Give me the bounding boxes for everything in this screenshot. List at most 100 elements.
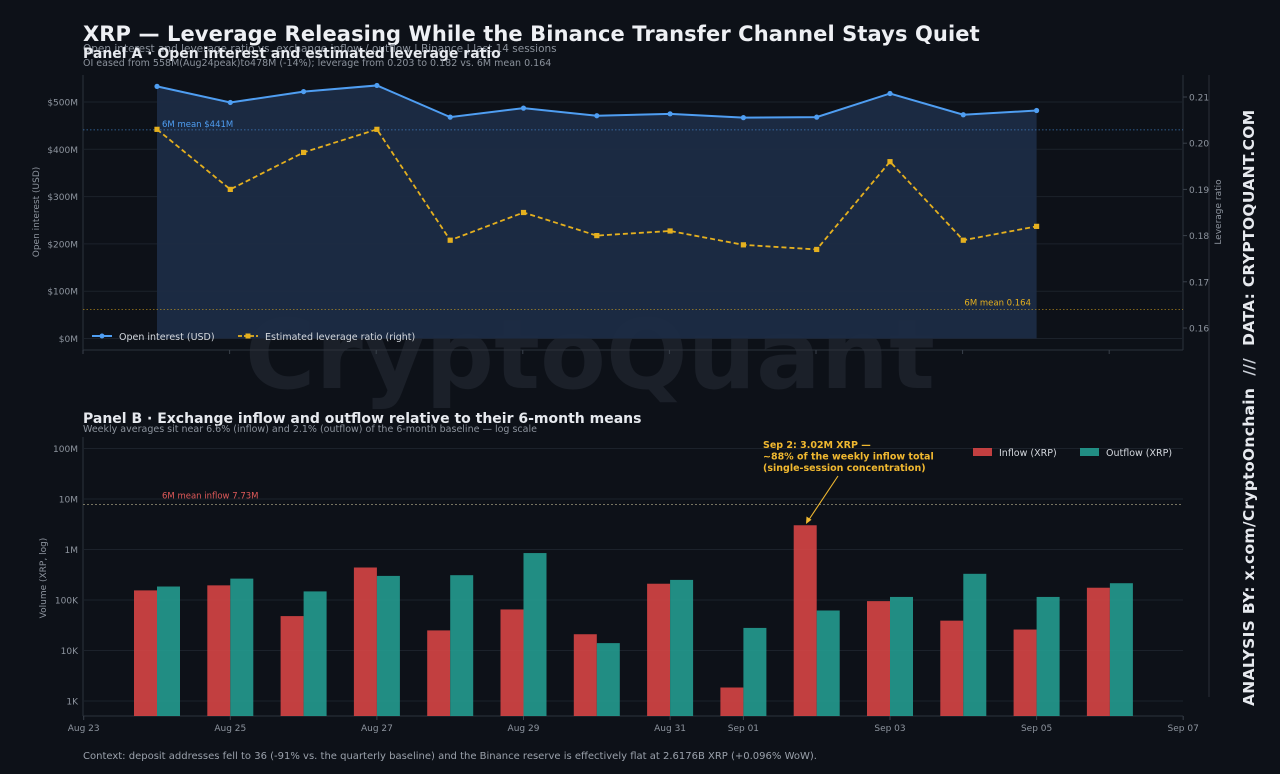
legend-outflow-label: Outflow (XRP): [1106, 448, 1172, 459]
outflow-bar: [670, 579, 694, 716]
annotation-arrow-line: [807, 475, 839, 522]
panel-b-x-tick-label: Aug 31: [654, 724, 686, 734]
inflow-bar: [720, 687, 744, 716]
panel-a-y2-tick-label: 0.19: [1189, 186, 1209, 196]
outflow-bar: [523, 553, 547, 716]
outflow-bar: [230, 578, 254, 716]
panel-a-y-tick-label: $0M: [59, 335, 78, 345]
annotation-text-line: Sep 2: 3.02M XRP —: [763, 440, 871, 451]
panel-a-y2-tick-label: 0.16: [1189, 325, 1209, 335]
oi-point: [1034, 107, 1040, 114]
panel-b-x-tick-label: Sep 05: [1021, 724, 1052, 734]
outflow-bar: [450, 575, 474, 716]
panel-b-y-tick-label: 10M: [59, 496, 78, 506]
oi-point: [374, 82, 380, 89]
inflow-bar: [867, 601, 890, 716]
attribution-vertical: ANALYSIS BY: x.com/CryptoOnchain /// DATA:…: [1240, 110, 1258, 706]
panel-b-y-axis-label: Volume (XRP, log): [39, 538, 49, 619]
legend-leverage-marker: [245, 333, 251, 339]
outflow-bar: [157, 586, 180, 716]
panel-b-x-tick-label: Sep 07: [1168, 724, 1199, 734]
inflow-bar: [427, 630, 451, 716]
outflow-bar: [596, 643, 620, 716]
panel-a-y-tick-label: $200M: [47, 240, 78, 250]
legend-inflow-label: Inflow (XRP): [999, 448, 1057, 459]
inflow-bar: [134, 590, 157, 716]
oi-point: [301, 88, 307, 95]
legend-inflow-swatch: [973, 448, 992, 456]
oi-point: [447, 114, 453, 120]
oi-point: [960, 112, 966, 118]
page-title: XRP — Leverage Releasing While the Binan…: [83, 22, 980, 46]
leverage-point: [374, 126, 380, 132]
panel-b-y-tick-label: 1M: [65, 546, 79, 556]
panel-b-x-tick-label: Sep 03: [874, 724, 905, 734]
panel-a-y2-tick-label: 0.18: [1189, 232, 1209, 242]
attribution-separator: ///: [1240, 357, 1258, 376]
inflow-bar: [573, 634, 597, 716]
inflow-bar: [940, 620, 964, 716]
panel-a-y-tick-label: $400M: [47, 146, 78, 156]
inflow-bar: [500, 609, 524, 716]
outflow-bar: [816, 610, 840, 716]
panel-b-x-tick-label: Aug 29: [508, 724, 540, 734]
outflow-bar: [376, 575, 400, 716]
leverage-point: [814, 246, 820, 253]
panel-b-subtitle: Weekly averages sit near 6.6% (inflow) a…: [83, 424, 537, 435]
panel-b-y-tick-label: 10K: [61, 647, 79, 657]
page-subtitle: Open interest and leverage ratio vs. exc…: [83, 43, 557, 55]
inflow-bar: [353, 567, 377, 716]
panel-b-y-tick-label: 100K: [55, 597, 79, 607]
annotation-arrow-head: [806, 516, 812, 524]
legend-leverage-label: Estimated leverage ratio (right): [265, 332, 415, 343]
panel-a-y-tick-label: $300M: [47, 193, 78, 203]
oi-point: [594, 113, 600, 119]
annotation-text-line: ~88% of the weekly inflow total: [763, 452, 934, 463]
outflow-bar: [743, 627, 767, 716]
data-credit: DATA: CRYPTOQUANT.COM: [1240, 109, 1258, 346]
oi-mean-label: 6M mean $441M: [162, 120, 233, 130]
inflow-bar: [1013, 629, 1037, 716]
leverage-point: [227, 186, 233, 192]
leverage-point: [960, 237, 966, 243]
analysis-credit: ANALYSIS BY: x.com/CryptoOnchain: [1240, 387, 1258, 706]
oi-point: [154, 83, 160, 89]
panel-a-y2-axis-label: Leverage ratio: [1214, 179, 1224, 245]
panel-a-y-tick-label: $100M: [47, 288, 78, 298]
inflow-bar: [1086, 587, 1110, 716]
leverage-point: [667, 228, 673, 234]
inflow-bar: [207, 585, 231, 716]
panel-b-x-tick-label: Aug 27: [361, 724, 393, 734]
leverage-point: [887, 159, 893, 165]
legend-outflow-swatch: [1080, 448, 1099, 456]
panel-b-y-tick-label: 1K: [66, 698, 79, 708]
panel-a-subtitle: OI eased from 558M(Aug24peak)to478M (-14…: [83, 58, 552, 69]
panel-b-title: Panel B · Exchange inflow and outflow re…: [83, 411, 642, 427]
context-note: Context: deposit addresses fell to 36 (-…: [83, 751, 817, 762]
inflow-bar: [280, 616, 304, 716]
oi-point: [667, 111, 673, 117]
oi-point: [887, 90, 893, 97]
panel-b-x-tick-label: Aug 25: [214, 724, 246, 734]
oi-area-fill: [157, 85, 1037, 339]
leverage-point: [520, 209, 527, 216]
panel-a-title: Panel A · Open interest and estimated le…: [83, 46, 501, 62]
panel-b-x-tick-label: Aug 23: [68, 724, 100, 734]
leverage-point: [154, 126, 160, 132]
panel-a-y2-tick-label: 0.21: [1189, 94, 1209, 104]
leverage-point: [301, 149, 307, 156]
panel-a-y2-tick-label: 0.17: [1189, 278, 1209, 288]
leverage-point: [594, 233, 600, 239]
inflow-bar: [647, 583, 671, 716]
legend-oi-label: Open interest (USD): [119, 332, 215, 343]
leverage-point: [447, 237, 453, 243]
oi-point: [740, 115, 747, 121]
outflow-bar: [890, 596, 913, 716]
panel-a-y-tick-label: $500M: [47, 99, 78, 109]
annotation-text-line: (single-session concentration): [763, 463, 926, 474]
panel-b-x-tick-label: Sep 01: [728, 724, 759, 734]
outflow-bar: [963, 573, 987, 716]
oi-point: [814, 114, 820, 120]
legend-oi-marker: [99, 333, 105, 339]
